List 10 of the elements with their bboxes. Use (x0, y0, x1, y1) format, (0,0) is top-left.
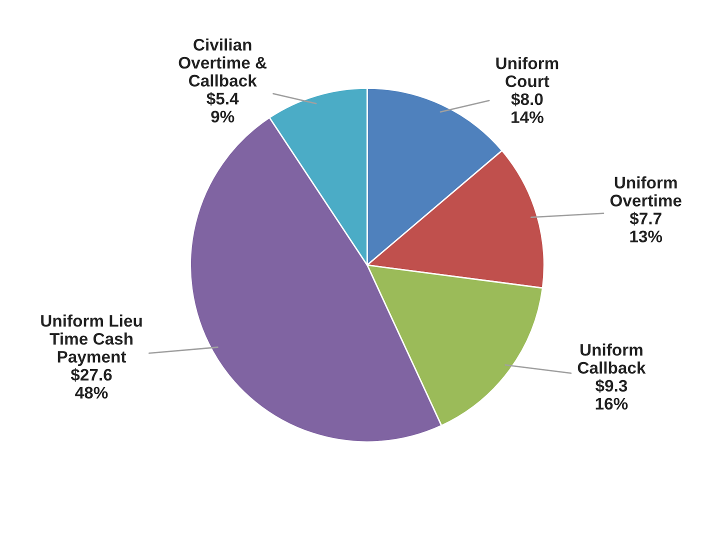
data-label: $7.7 13% (630, 212, 662, 242)
slice-label: Uniform Overtime (610, 176, 682, 206)
slice-label: Uniform Court (496, 56, 558, 88)
data-label: $8.0 14% (511, 92, 544, 124)
slice-label: Civilian Overtime & Callback (178, 38, 267, 87)
data-label: $5.4 9% (206, 92, 239, 123)
slice-label: Uniform Lieu Time Cash Payment (41, 314, 142, 366)
slice-label: Uniform Callback (578, 344, 646, 374)
data-label: $9.3 16% (595, 379, 628, 410)
data-label: $27.6 48% (70, 368, 112, 399)
